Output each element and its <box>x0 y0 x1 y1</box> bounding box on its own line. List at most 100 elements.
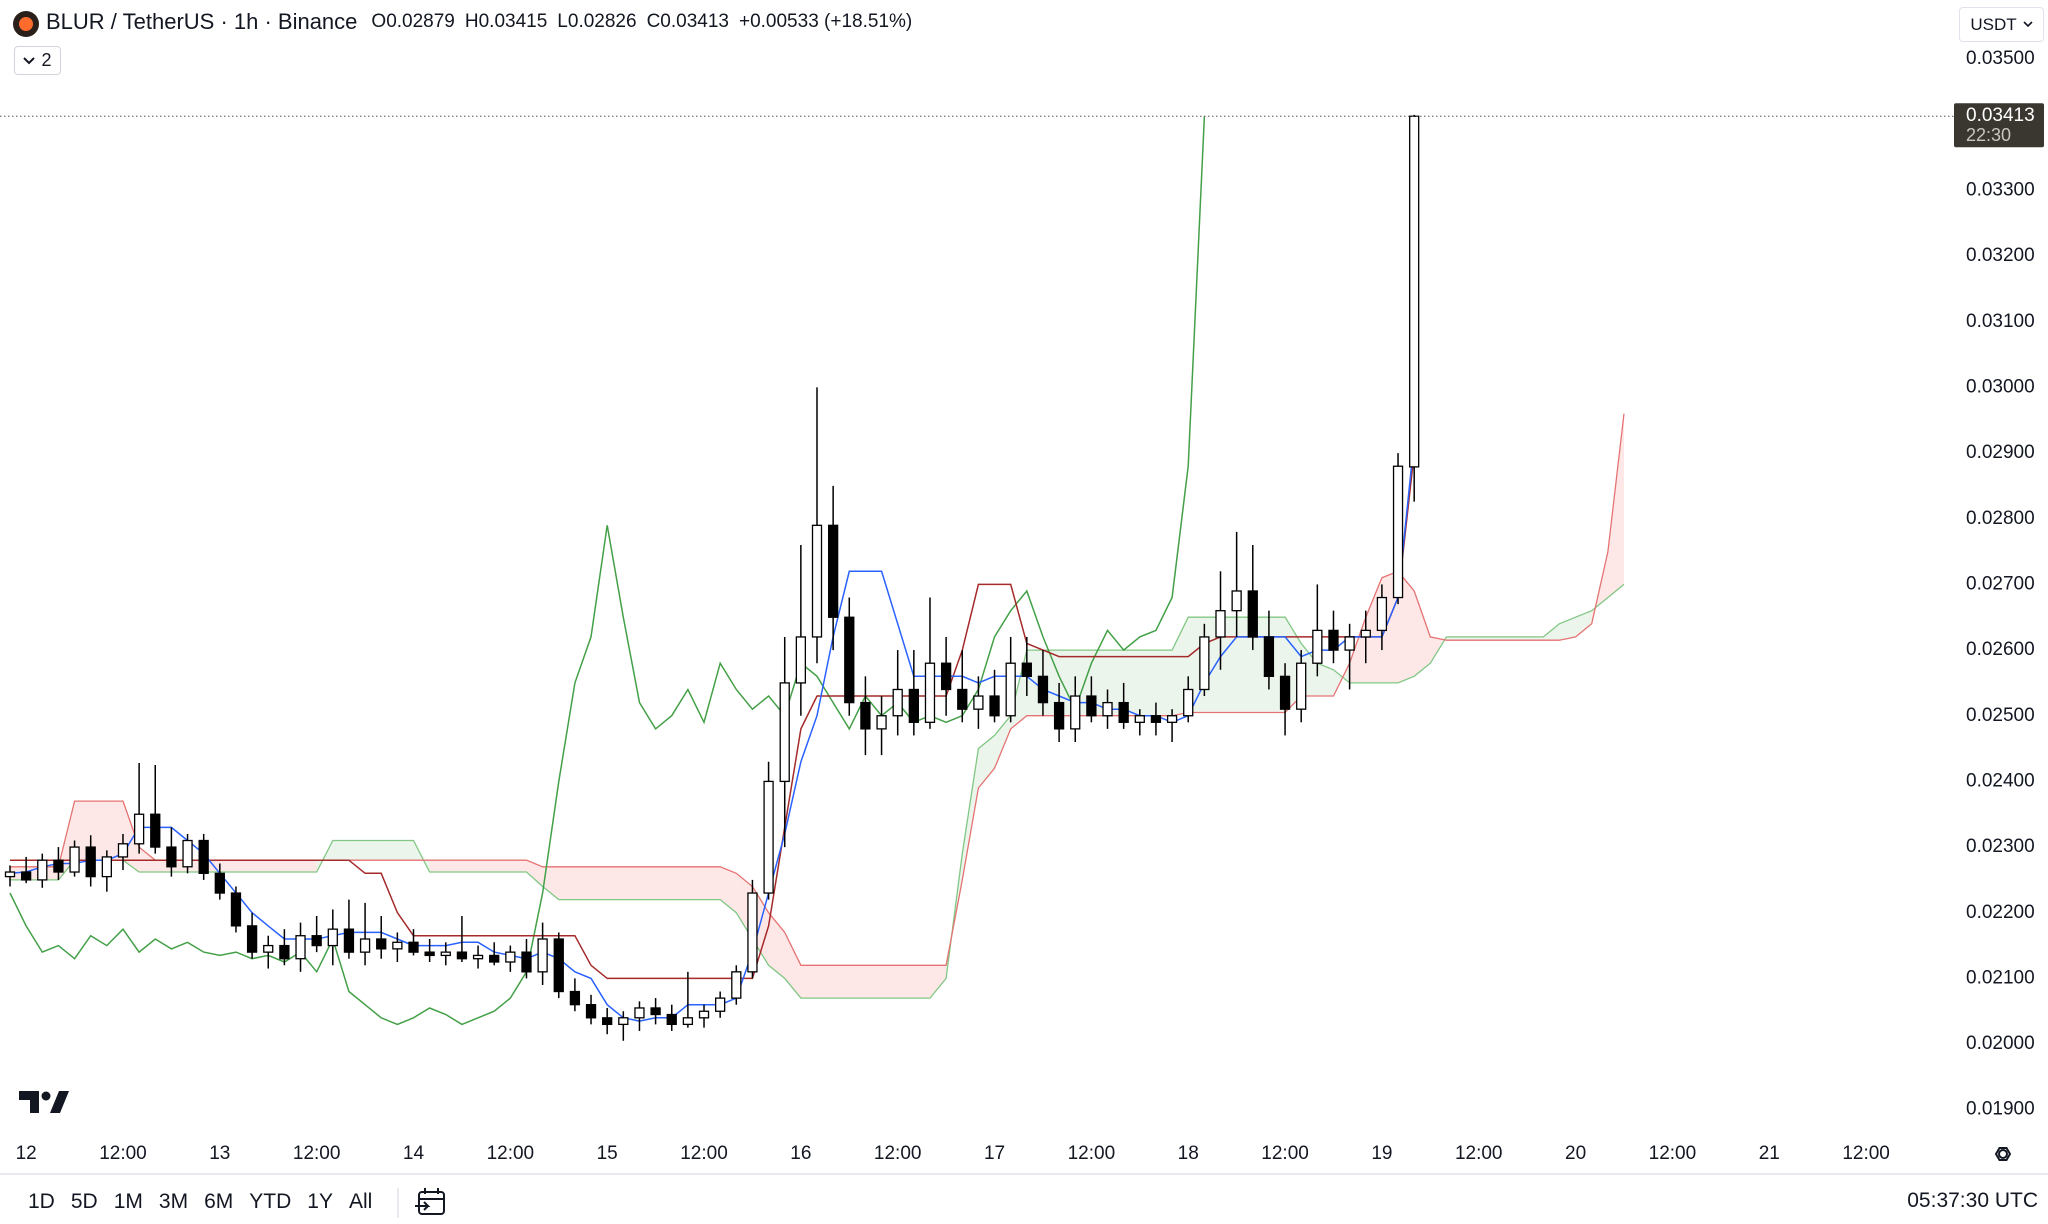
cloud-segment <box>1317 663 1334 697</box>
candle-body <box>1376 596 1388 632</box>
ohlc-value: 0.03413 <box>660 11 729 32</box>
cloud-segment <box>381 840 398 861</box>
x-tick-label: 12:00 <box>99 1143 147 1164</box>
cloud-segment <box>429 860 446 873</box>
y-tick-label: 0.03500 <box>1966 48 2035 69</box>
candle-body <box>376 938 387 950</box>
symbol-title: BLUR / TetherUS · 1h · Binance <box>46 9 358 34</box>
range-button[interactable]: 3M <box>158 1190 189 1213</box>
candle-body <box>1086 695 1097 717</box>
cloud-segment <box>623 866 640 900</box>
y-tick-label: 0.02800 <box>1966 508 2035 529</box>
symbol-logo <box>13 11 39 37</box>
x-tick-label: 12:00 <box>1649 1143 1697 1164</box>
candle-body <box>827 524 839 618</box>
candle-body <box>359 938 371 953</box>
range-button[interactable]: 1M <box>113 1190 143 1213</box>
last-price-label: 0.03413 <box>1966 105 2035 126</box>
y-tick-label: 0.03000 <box>1966 376 2035 397</box>
cloud-segment <box>881 965 898 999</box>
cloud-segment <box>687 866 705 900</box>
settings-icon[interactable] <box>1994 1147 2012 1161</box>
ohlc-item: O0.02879 <box>371 11 454 33</box>
candle-body <box>1134 715 1145 723</box>
x-tick-label: 18 <box>1178 1143 1199 1164</box>
candle-body <box>1360 629 1371 638</box>
calendar-icon[interactable] <box>415 1188 445 1215</box>
cloud-segment <box>849 965 866 999</box>
candle-body <box>1328 629 1339 651</box>
ohlc-key: H <box>464 11 479 32</box>
cloud-segment <box>252 860 269 873</box>
candle-body <box>182 839 193 868</box>
range-button[interactable]: All <box>348 1190 373 1213</box>
candle-body <box>715 997 726 1012</box>
x-tick-label: 12:00 <box>680 1143 728 1164</box>
ohlc-item: L0.02826 <box>557 11 636 33</box>
base-line <box>10 453 1415 980</box>
cloud-segment <box>591 866 608 900</box>
cloud-segment <box>1511 636 1528 641</box>
y-tick-label: 0.01900 <box>1966 1099 2035 1120</box>
range-button[interactable]: 1Y <box>307 1190 333 1213</box>
candle-body <box>1166 715 1178 723</box>
cloud-segment <box>558 866 575 900</box>
candle-body <box>844 616 855 704</box>
candle-body <box>811 524 823 638</box>
clock: 05:37:30 UTC <box>1907 1189 2038 1212</box>
candle-body <box>1409 115 1420 468</box>
candle-body <box>1231 590 1242 612</box>
candle-body <box>1053 701 1065 730</box>
currency: USDT <box>1970 14 2017 34</box>
cloud-segment <box>300 860 317 873</box>
cloud-segment <box>526 860 543 887</box>
candle-body <box>37 859 48 881</box>
indicators-toggle[interactable]: 2 <box>14 46 61 75</box>
candle-body <box>133 813 145 845</box>
indicator-count: 2 <box>41 50 52 70</box>
x-tick-label: 16 <box>790 1143 811 1164</box>
range-button[interactable]: 1D <box>28 1190 55 1213</box>
leading-span-a <box>10 583 1625 999</box>
candle-body <box>795 636 807 684</box>
cloud-segment <box>478 860 495 873</box>
candle-body <box>650 1007 661 1016</box>
cloud-segment <box>1494 636 1512 641</box>
cloud-segment <box>1446 636 1463 641</box>
cloud-segment <box>671 866 688 900</box>
price-change: +0.00533 (+18.51%) <box>738 11 913 32</box>
range-button[interactable]: 6M <box>204 1190 234 1213</box>
x-tick-label: 20 <box>1565 1143 1586 1164</box>
candle-body <box>327 928 338 947</box>
candle-body <box>634 1007 645 1019</box>
cloud-segment <box>1527 636 1544 641</box>
cloud-segment <box>284 860 301 873</box>
candle-body <box>1102 701 1113 717</box>
candle-body <box>521 951 532 973</box>
y-tick-label: 0.03100 <box>1966 311 2035 332</box>
cloud-segment <box>542 866 559 900</box>
candle-body <box>101 856 112 878</box>
ohlc-key: L <box>557 11 568 32</box>
y-tick-label: 0.02600 <box>1966 639 2035 660</box>
candle-body <box>1392 465 1404 599</box>
candle-body <box>489 954 500 963</box>
candle-body <box>440 951 451 957</box>
range-button[interactable]: 5D <box>70 1190 98 1213</box>
cloud-segment <box>574 866 592 900</box>
range-button[interactable]: YTD <box>249 1190 292 1213</box>
currency-select[interactable]: USDT <box>1959 7 2044 42</box>
x-tick-label: 12:00 <box>1455 1143 1503 1164</box>
chevron <box>2023 21 2033 28</box>
candle-body <box>924 662 936 723</box>
ohlc-value: 0.03415 <box>478 11 548 32</box>
cloud-segment <box>74 801 91 861</box>
candle-body <box>1005 662 1016 717</box>
candle-body <box>69 846 80 873</box>
candle-body <box>214 872 225 894</box>
candle-body <box>1021 662 1032 677</box>
y-tick-label: 0.02500 <box>1966 705 2035 726</box>
candle-body <box>1118 701 1129 723</box>
plot-area <box>4 114 1625 1041</box>
candle-body <box>424 951 435 957</box>
